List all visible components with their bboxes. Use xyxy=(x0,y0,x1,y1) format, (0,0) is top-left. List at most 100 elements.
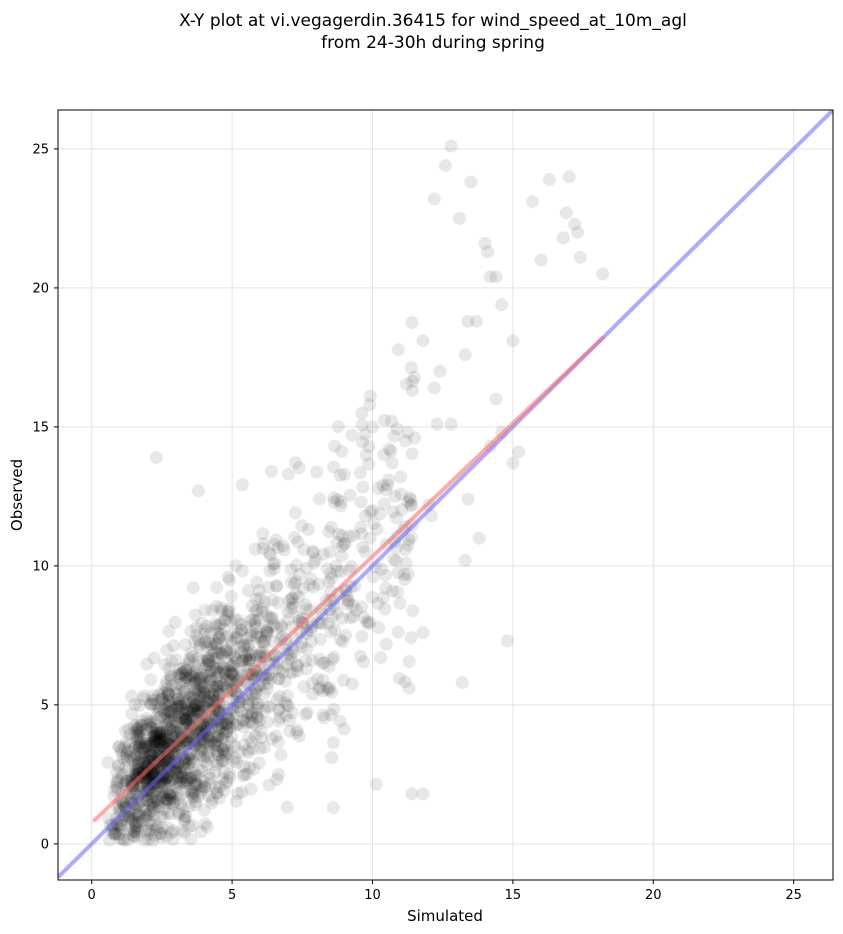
data-point xyxy=(213,680,226,694)
data-point xyxy=(176,703,189,716)
data-point xyxy=(194,786,208,800)
data-point xyxy=(195,743,209,757)
data-point xyxy=(144,721,158,735)
data-point xyxy=(188,769,202,783)
data-point xyxy=(179,668,193,682)
data-point xyxy=(159,729,173,742)
data-point xyxy=(188,732,202,746)
data-point xyxy=(178,809,192,823)
data-point xyxy=(196,654,209,667)
data-point xyxy=(177,826,191,840)
data-point xyxy=(235,564,249,578)
data-point xyxy=(186,701,200,715)
data-point xyxy=(183,691,197,704)
data-point xyxy=(404,530,418,544)
data-point xyxy=(304,634,318,648)
data-point xyxy=(147,801,161,815)
data-point xyxy=(325,685,339,699)
data-point xyxy=(205,792,219,806)
data-point xyxy=(207,684,221,698)
data-point xyxy=(262,620,276,634)
data-point xyxy=(165,729,179,743)
data-point xyxy=(214,617,227,631)
data-point xyxy=(149,735,163,748)
data-point xyxy=(250,649,264,663)
data-point xyxy=(245,735,259,749)
data-point xyxy=(122,764,136,777)
data-point xyxy=(295,519,309,533)
data-point xyxy=(162,687,175,701)
data-point xyxy=(215,718,229,732)
data-point xyxy=(335,611,349,625)
data-point xyxy=(207,736,221,750)
data-point xyxy=(161,806,175,820)
data-point xyxy=(292,461,306,475)
data-point xyxy=(148,818,162,832)
data-point xyxy=(224,674,238,688)
x-tick-label: 15 xyxy=(505,888,522,903)
data-point xyxy=(210,661,224,675)
data-point xyxy=(119,749,133,763)
data-point xyxy=(242,697,255,711)
data-point xyxy=(188,703,202,717)
data-point xyxy=(292,590,306,604)
data-point xyxy=(181,757,195,771)
data-point xyxy=(405,787,419,801)
data-point xyxy=(176,770,190,784)
data-point xyxy=(146,795,160,809)
data-point xyxy=(262,580,275,594)
data-point xyxy=(176,760,190,774)
data-point xyxy=(174,700,188,714)
data-point xyxy=(343,488,357,502)
data-point xyxy=(313,652,327,666)
data-point xyxy=(260,700,274,714)
data-point xyxy=(133,725,147,739)
data-point xyxy=(481,245,495,259)
data-point xyxy=(237,767,251,781)
data-point xyxy=(198,662,212,676)
data-point xyxy=(193,694,207,708)
data-point xyxy=(282,699,295,713)
data-point xyxy=(148,697,162,711)
data-point xyxy=(231,786,245,800)
data-point xyxy=(220,666,234,680)
data-point xyxy=(150,719,164,733)
data-point xyxy=(239,716,253,730)
data-point xyxy=(395,503,409,517)
data-point xyxy=(355,629,369,643)
data-point xyxy=(268,556,282,570)
data-point xyxy=(139,824,153,838)
data-point xyxy=(187,682,201,696)
data-point xyxy=(136,756,150,770)
data-point xyxy=(324,625,338,639)
data-point xyxy=(194,675,208,689)
data-point xyxy=(222,658,236,672)
data-point xyxy=(161,747,174,761)
data-point xyxy=(388,489,402,503)
data-point xyxy=(405,447,419,461)
data-point xyxy=(139,739,153,753)
data-point xyxy=(188,738,201,752)
data-point xyxy=(269,579,283,593)
data-point xyxy=(330,535,344,549)
data-point xyxy=(153,726,167,740)
data-point xyxy=(151,793,164,807)
data-point xyxy=(254,724,268,738)
data-point xyxy=(472,531,486,545)
data-point xyxy=(201,691,215,705)
data-point xyxy=(217,784,231,798)
data-point xyxy=(138,834,152,848)
data-point xyxy=(222,605,235,618)
x-tick-label: 20 xyxy=(645,888,662,903)
data-point xyxy=(357,655,371,669)
data-point xyxy=(151,738,164,752)
data-point xyxy=(140,717,154,731)
data-point xyxy=(173,667,187,681)
data-point xyxy=(195,617,209,630)
data-point xyxy=(399,434,412,448)
data-point xyxy=(152,780,166,794)
data-point xyxy=(132,721,145,735)
data-point xyxy=(246,613,260,626)
data-point xyxy=(183,670,197,684)
data-point xyxy=(190,698,204,712)
